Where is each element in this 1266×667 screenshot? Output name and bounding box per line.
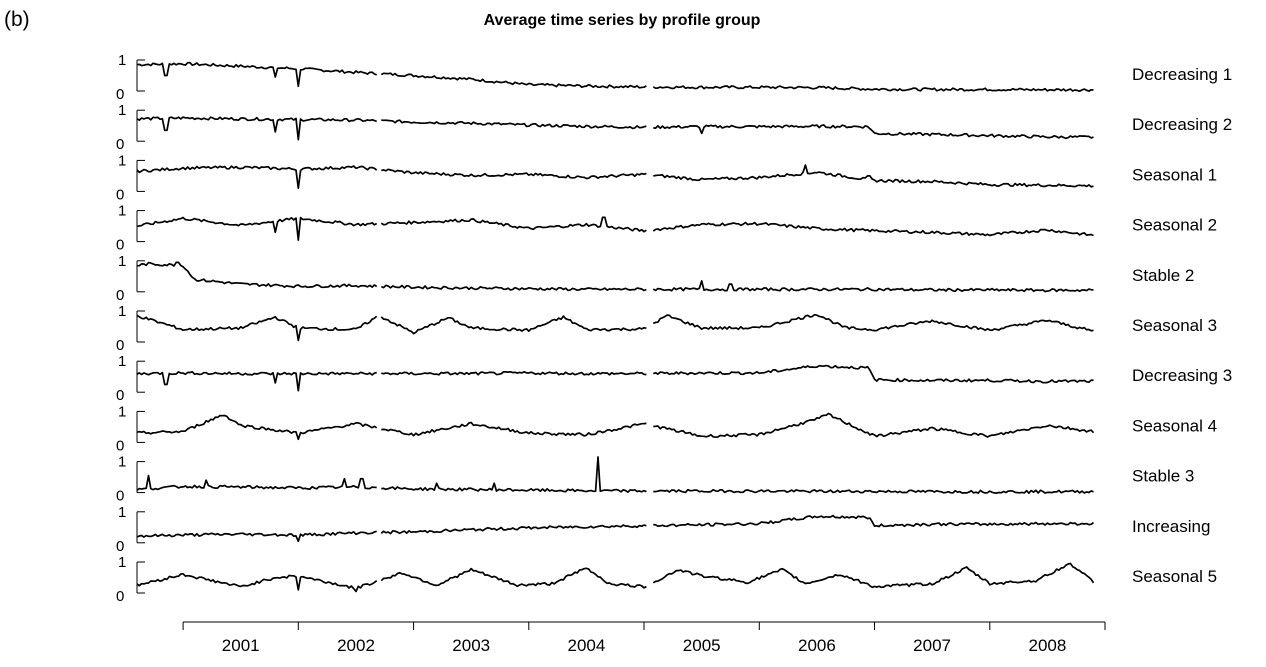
series-line: [136, 514, 1095, 543]
x-axis: 2001 2002 2003 2004 2005 2006 2007 2008: [182, 621, 1106, 655]
series-line: [136, 261, 1094, 293]
series-line: [136, 562, 1095, 593]
y-tick-label-0: 0: [116, 337, 124, 354]
series-name-label: Stable 2: [1132, 266, 1194, 285]
y-tick-label-1: 1: [118, 52, 126, 69]
series-row: 1 0 Stable 3: [116, 454, 1194, 505]
y-tick-label-1: 1: [118, 203, 126, 220]
x-tick-label: 2008: [1028, 636, 1066, 655]
series-line: [136, 456, 1094, 494]
y-tick-label-1: 1: [118, 403, 126, 420]
series-name-label: Seasonal 2: [1132, 216, 1217, 235]
y-tick-label-0: 0: [116, 387, 124, 404]
x-tick-label: 2005: [683, 636, 721, 655]
series-line: [136, 61, 1094, 93]
series-name-label: Decreasing 2: [1132, 115, 1232, 134]
y-tick-label-1: 1: [118, 303, 126, 320]
series-name-label: Seasonal 4: [1132, 416, 1217, 435]
series-line: [136, 116, 1094, 141]
series-name-label: Seasonal 1: [1132, 165, 1217, 184]
y-tick-label-1: 1: [118, 253, 126, 270]
y-tick-label-1: 1: [118, 454, 126, 471]
x-tick-label: 2004: [567, 636, 605, 655]
series-name-label: Decreasing 1: [1132, 65, 1232, 84]
x-tick-label: 2002: [337, 636, 375, 655]
series-line: [136, 364, 1094, 392]
panel-label: (b): [4, 8, 30, 31]
series-row: 1 0 Seasonal 1: [116, 152, 1217, 203]
series-row: 1 0 Decreasing 2: [116, 102, 1232, 153]
series-line: [136, 412, 1095, 441]
series-row: 1 0 Decreasing 1: [116, 52, 1232, 103]
y-tick-label-0: 0: [116, 437, 124, 454]
series-row: 1 0 Decreasing 3: [116, 353, 1232, 404]
series-line: [136, 313, 1094, 342]
y-tick-label-0: 0: [116, 136, 124, 153]
y-tick-label-1: 1: [118, 353, 126, 370]
series-row: 1 0 Seasonal 4: [116, 403, 1217, 454]
y-tick-label-0: 0: [116, 237, 124, 254]
series-row: 1 0 Seasonal 5: [116, 554, 1217, 605]
y-tick-label-0: 0: [116, 488, 124, 505]
series-line: [136, 216, 1094, 241]
series-row: 1 0 Seasonal 2: [116, 203, 1217, 254]
y-tick-label-1: 1: [118, 152, 126, 169]
series-name-label: Seasonal 5: [1132, 567, 1217, 586]
y-tick-label-0: 0: [116, 588, 124, 605]
y-tick-label-1: 1: [118, 504, 126, 521]
y-tick-label-1: 1: [118, 102, 126, 119]
series-row: 1 0 Seasonal 3: [116, 303, 1217, 354]
x-tick-label: 2007: [913, 636, 951, 655]
series-row: 1 0 Increasing: [116, 504, 1210, 555]
y-tick-label-0: 0: [116, 186, 124, 203]
y-tick-label-0: 0: [116, 538, 124, 555]
y-tick-label-1: 1: [118, 554, 126, 571]
series-name-label: Seasonal 3: [1132, 316, 1217, 335]
y-tick-label-0: 0: [116, 287, 124, 304]
x-tick-label: 2003: [452, 636, 490, 655]
series-row: 1 0 Stable 2: [116, 253, 1194, 304]
series-name-label: Stable 3: [1132, 467, 1194, 486]
x-tick-label: 2006: [798, 636, 836, 655]
chart-title: Average time series by profile group: [484, 12, 761, 29]
y-tick-label-0: 0: [116, 86, 124, 103]
series-name-label: Increasing: [1132, 517, 1210, 536]
series-line: [136, 164, 1094, 190]
series-name-label: Decreasing 3: [1132, 366, 1232, 385]
x-tick-label: 2001: [222, 636, 260, 655]
